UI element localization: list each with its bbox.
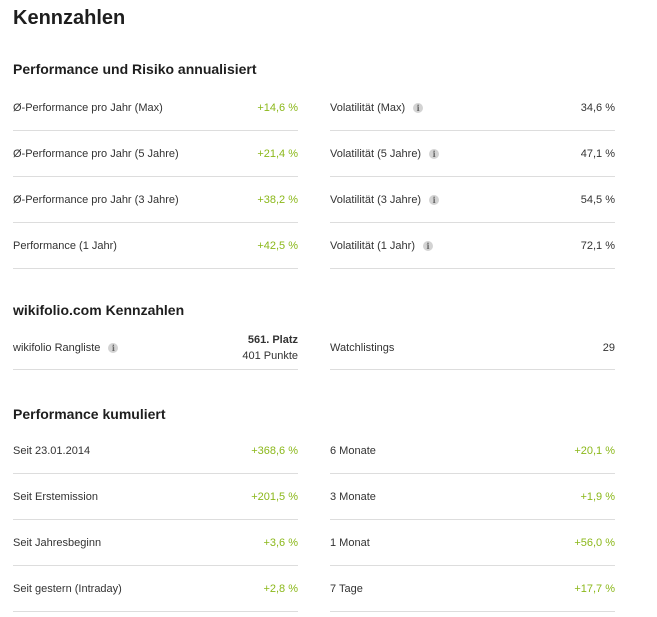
row-label: Performance (1 Jahr) [13, 239, 117, 252]
row-label: 7 Tage [330, 582, 363, 595]
rangliste-row: wikifolio Rangliste i 561. Platz 401 Punk… [13, 327, 298, 370]
row-label-text: wikifolio Rangliste [13, 342, 101, 354]
performance-row-max: Ø-Performance pro Jahr (Max) +14,6 % [13, 85, 298, 131]
kumuliert-row-gestern: Seit gestern (Intraday) +2,8 % [13, 566, 298, 612]
row-value: +14,6 % [257, 101, 298, 114]
volatilitaet-column: Volatilität (Max) i 34,6 % Volatilität (5… [330, 85, 615, 269]
row-label: Volatilität (Max) i [330, 101, 424, 114]
kumuliert-row-3-monate: 3 Monate +1,9 % [330, 474, 615, 520]
kumuliert-row-jahresbeginn: Seit Jahresbeginn +3,6 % [13, 520, 298, 566]
row-label: Ø-Performance pro Jahr (Max) [13, 101, 163, 114]
row-label-text: Volatilität (5 Jahre) [330, 147, 422, 160]
row-label-text: Volatilität (Max) [330, 101, 406, 114]
info-icon[interactable]: i [413, 102, 424, 113]
info-icon[interactable]: i [429, 148, 440, 159]
row-label: Volatilität (3 Jahre) i [330, 193, 440, 206]
row-value: +1,9 % [580, 490, 615, 503]
performance-row-3-jahre: Ø-Performance pro Jahr (3 Jahre) +38,2 % [13, 177, 298, 223]
kumuliert-left-column: Seit 23.01.2014 +368,6 % Seit Erstemissi… [13, 428, 298, 612]
watchlistings-row: Watchlistings 29 [330, 327, 615, 370]
kumuliert-row-1-monat: 1 Monat +56,0 % [330, 520, 615, 566]
kumuliert-row-seit-datum: Seit 23.01.2014 +368,6 % [13, 428, 298, 474]
performance-column: Ø-Performance pro Jahr (Max) +14,6 % Ø-P… [13, 85, 298, 269]
row-label: Seit Erstemission [13, 490, 98, 503]
volatilitaet-row-max: Volatilität (Max) i 34,6 % [330, 85, 615, 131]
row-label: wikifolio Rangliste i [13, 342, 119, 354]
row-value: 54,5 % [580, 193, 615, 206]
row-label: 1 Monat [330, 536, 370, 549]
row-value: +20,1 % [574, 444, 615, 457]
info-icon[interactable]: i [422, 240, 433, 251]
rangliste-punkte: 401 Punkte [242, 350, 298, 362]
row-label: Ø-Performance pro Jahr (3 Jahre) [13, 193, 179, 206]
volatilitaet-row-1-jahr: Volatilität (1 Jahr) i 72,1 % [330, 223, 615, 269]
section-title-performance-risiko: Performance und Risiko annualisiert [13, 61, 257, 77]
rangliste-platz: 561. Platz [247, 334, 298, 346]
row-value: 72,1 % [580, 239, 615, 252]
kumuliert-row-erstemission: Seit Erstemission +201,5 % [13, 474, 298, 520]
row-value: +2,8 % [263, 582, 298, 595]
row-value: +21,4 % [257, 147, 298, 160]
row-label: Watchlistings [330, 342, 395, 354]
row-value: 29 [602, 342, 615, 354]
row-value: +3,6 % [263, 536, 298, 549]
rangliste-column: wikifolio Rangliste i 561. Platz 401 Punk… [13, 327, 298, 370]
row-value: +42,5 % [257, 239, 298, 252]
row-value: 34,6 % [580, 101, 615, 114]
row-value: +17,7 % [574, 582, 615, 595]
row-value: +56,0 % [574, 536, 615, 549]
performance-row-1-jahr: Performance (1 Jahr) +42,5 % [13, 223, 298, 269]
row-label-text: Volatilität (1 Jahr) [330, 239, 415, 252]
row-value: +201,5 % [251, 490, 298, 503]
row-label: Seit 23.01.2014 [13, 444, 91, 457]
info-icon[interactable]: i [429, 194, 440, 205]
volatilitaet-row-3-jahre: Volatilität (3 Jahre) i 54,5 % [330, 177, 615, 223]
info-icon[interactable]: i [108, 343, 119, 354]
section-title-kumuliert: Performance kumuliert [13, 406, 166, 422]
row-label: Ø-Performance pro Jahr (5 Jahre) [13, 147, 179, 160]
kumuliert-row-7-tage: 7 Tage +17,7 % [330, 566, 615, 612]
row-label: Volatilität (1 Jahr) i [330, 240, 433, 252]
watchlistings-column: Watchlistings 29 [330, 327, 615, 370]
kumuliert-right-column: 6 Monate +20,1 % 3 Monate +1,9 % 1 Monat… [330, 428, 615, 612]
rangliste-value: 561. Platz 401 Punkte [242, 332, 298, 364]
performance-row-5-jahre: Ø-Performance pro Jahr (5 Jahre) +21,4 % [13, 131, 298, 177]
row-value: +38,2 % [257, 193, 298, 206]
row-label: 6 Monate [330, 444, 376, 457]
volatilitaet-row-5-jahre: Volatilität (5 Jahre) i 47,1 % [330, 131, 615, 177]
kumuliert-row-6-monate: 6 Monate +20,1 % [330, 428, 615, 474]
row-value: 47,1 % [580, 147, 615, 160]
section-title-wikifolio: wikifolio.com Kennzahlen [13, 302, 185, 318]
row-label: Volatilität (5 Jahre) i [330, 147, 440, 160]
row-value: +368,6 % [251, 444, 298, 457]
row-label: Seit Jahresbeginn [13, 536, 102, 549]
row-label-text: Volatilität (3 Jahre) [330, 193, 422, 206]
row-label: Seit gestern (Intraday) [13, 582, 122, 595]
row-label: 3 Monate [330, 490, 376, 503]
page-title: Kennzahlen [13, 7, 126, 29]
